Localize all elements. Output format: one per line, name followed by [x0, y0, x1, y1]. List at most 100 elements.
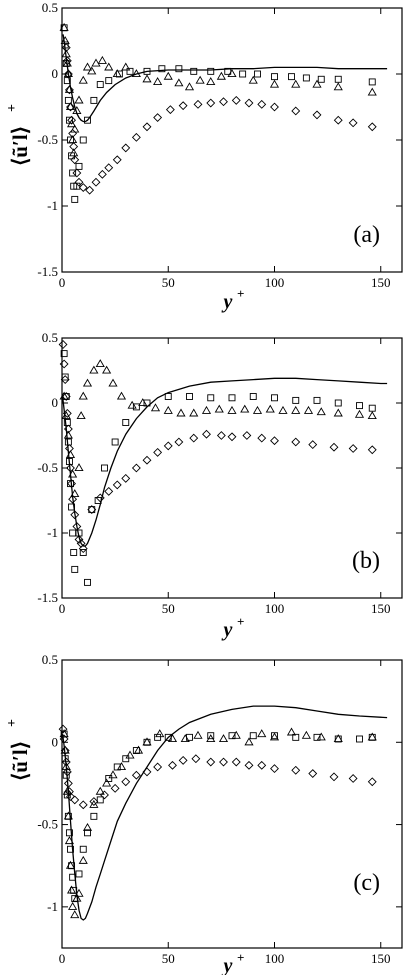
- triangle-marker: [176, 408, 186, 417]
- triangle-marker: [252, 405, 263, 414]
- square-marker: [61, 755, 69, 763]
- diamond-marker: [91, 177, 101, 187]
- square-marker: [249, 732, 257, 740]
- panel-label: (a): [353, 222, 380, 248]
- triangle-marker: [102, 778, 112, 787]
- square-marker: [207, 67, 215, 75]
- square-marker: [356, 735, 363, 743]
- diamond-marker: [131, 463, 141, 473]
- triangle-marker: [155, 729, 165, 738]
- triangle-marker: [78, 391, 88, 400]
- diamond-marker: [74, 177, 84, 187]
- triangle-marker: [68, 469, 78, 478]
- square-marker: [334, 399, 342, 407]
- diamond-marker: [174, 437, 184, 447]
- diamond-marker: [153, 113, 163, 122]
- triangle-marker: [104, 62, 114, 71]
- square-marker: [317, 75, 325, 83]
- diamond-marker: [165, 105, 175, 115]
- diamond-marker: [367, 122, 377, 132]
- square-marker: [175, 65, 183, 73]
- x-tick-label: 150: [371, 275, 391, 290]
- x-tick-label: 100: [265, 601, 285, 616]
- diamond-marker: [270, 764, 279, 774]
- diamond-marker: [74, 535, 84, 544]
- triangle-marker: [76, 411, 86, 420]
- diamond-marker: [131, 770, 141, 780]
- square-marker: [122, 755, 130, 763]
- square-marker: [207, 732, 215, 740]
- triangle-marker: [214, 404, 224, 413]
- triangle-marker: [95, 786, 105, 795]
- diamond-marker: [104, 163, 114, 173]
- x-tick-label: 50: [162, 275, 175, 290]
- triangle-marker: [206, 734, 216, 743]
- diamond-marker: [121, 777, 131, 787]
- diamond-marker: [270, 102, 279, 112]
- square-marker: [190, 67, 198, 75]
- y-tick-label: -1.5: [37, 590, 58, 605]
- triangle-marker: [112, 69, 122, 78]
- square-marker: [90, 96, 98, 104]
- triangle-marker: [133, 745, 144, 754]
- square-marker: [79, 136, 87, 144]
- triangle-marker: [70, 489, 80, 498]
- diamond-marker: [72, 168, 82, 178]
- square-marker: [63, 77, 71, 85]
- diamond-marker: [89, 797, 99, 806]
- triangle-marker: [108, 378, 118, 387]
- square-marker: [67, 480, 74, 488]
- diamond-marker: [312, 110, 322, 120]
- diamond-marker: [67, 479, 76, 489]
- square-marker: [71, 565, 79, 573]
- triangle-marker: [248, 75, 258, 84]
- y-axis-label-sup: +: [5, 104, 20, 112]
- diamond-marker: [163, 441, 173, 451]
- diamond-marker: [67, 115, 76, 125]
- square-marker: [313, 396, 321, 404]
- square-marker: [101, 464, 108, 472]
- diamond-marker: [68, 494, 78, 504]
- diamond-marker: [59, 734, 69, 744]
- triangle-marker: [72, 893, 82, 902]
- diamond-marker: [153, 447, 163, 457]
- diamond-marker: [178, 755, 188, 765]
- diamond-marker: [66, 102, 75, 112]
- triangle-marker: [82, 822, 93, 831]
- triangle-marker: [63, 811, 73, 820]
- diamond-marker: [244, 760, 254, 770]
- panel-b: 0 50 100 150 -1.5 -1 -0.5 0 0.5 (b) y +: [37, 330, 403, 641]
- y-tick-label: 0.5: [42, 652, 58, 667]
- triangle-marker: [303, 405, 314, 414]
- square-marker: [271, 394, 278, 402]
- square-marker: [88, 506, 96, 514]
- square-marker: [132, 403, 140, 411]
- triangle-marker: [150, 403, 161, 412]
- square-marker: [68, 503, 76, 511]
- triangle-marker: [74, 888, 84, 897]
- triangle-marker: [333, 734, 343, 743]
- triangle-marker: [64, 836, 75, 845]
- triangle-marker: [142, 74, 152, 83]
- diamond-marker: [291, 106, 301, 116]
- square-marker: [334, 75, 342, 83]
- diamond-marker: [61, 757, 71, 767]
- x-tick-label: 100: [265, 275, 285, 290]
- triangle-marker: [108, 770, 118, 779]
- diamond-marker: [66, 463, 75, 473]
- triangle-marker: [65, 102, 76, 111]
- square-marker: [249, 393, 257, 400]
- diamond-marker: [206, 757, 216, 767]
- triangle-marker: [195, 75, 205, 84]
- diamond-marker: [348, 444, 358, 453]
- diamond-marker: [78, 800, 88, 810]
- diamond-marker: [227, 432, 237, 442]
- square-marker: [69, 169, 77, 177]
- diamond-marker: [333, 115, 343, 125]
- triangle-marker: [206, 77, 216, 85]
- diamond-marker: [63, 69, 73, 79]
- triangle-marker: [121, 62, 131, 71]
- series-line: [61, 377, 388, 547]
- triangle-marker: [116, 762, 127, 771]
- y-tick-label: 0: [52, 66, 59, 81]
